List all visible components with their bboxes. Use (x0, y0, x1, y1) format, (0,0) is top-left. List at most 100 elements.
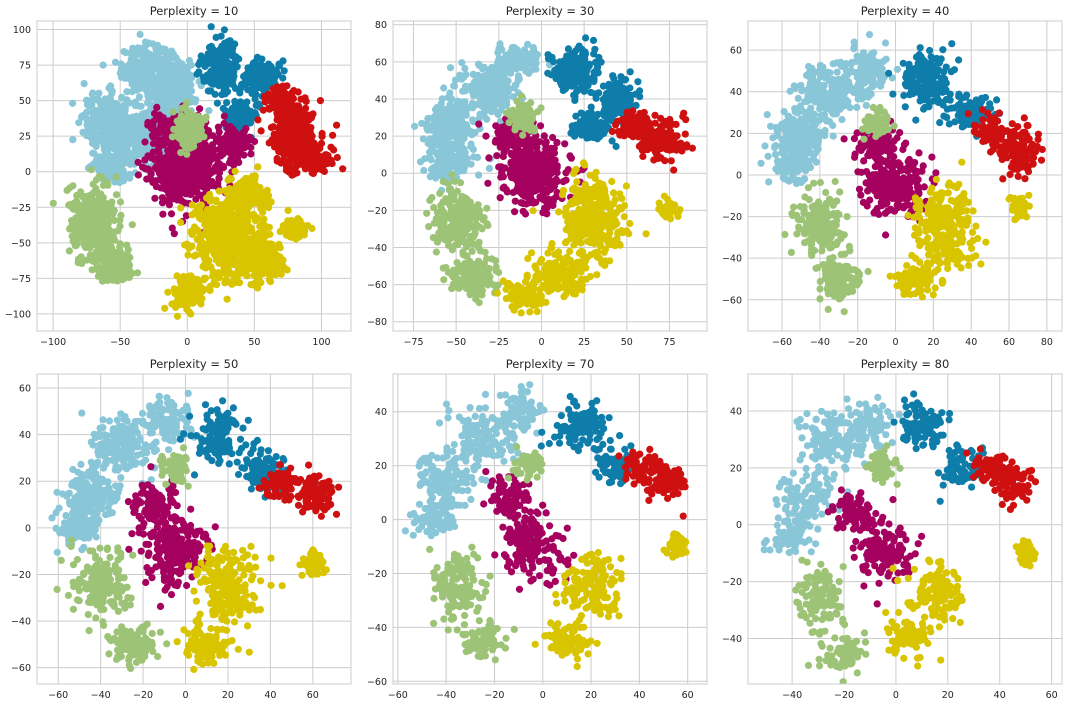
scatter-point (287, 217, 296, 225)
scatter-point (214, 235, 222, 243)
scatter-point (207, 263, 215, 271)
scatter-point (181, 84, 189, 92)
scatter-point (309, 169, 317, 178)
scatter-point (225, 41, 233, 50)
scatter-point (266, 230, 274, 238)
scatter-point (165, 185, 173, 193)
scatter-point (228, 270, 236, 278)
scatter-point (142, 49, 150, 57)
scatter-point (138, 58, 146, 66)
scatter-point (188, 74, 196, 82)
scatter-point (211, 90, 219, 98)
scatter-point (254, 229, 263, 237)
scatter-point (94, 121, 102, 130)
scatter-point (109, 162, 117, 170)
scatter-point (227, 135, 235, 143)
scatter-point (283, 95, 291, 103)
scatter-point (260, 77, 268, 85)
scatter-point (254, 261, 263, 269)
scatter-point (224, 70, 232, 78)
scatter-point (245, 133, 253, 141)
scatter-point (205, 107, 213, 115)
scatter-point (257, 127, 265, 135)
scatter-point (316, 144, 324, 152)
scatter-point (110, 216, 118, 225)
scatter-point (93, 156, 101, 164)
scatter-point (161, 179, 169, 187)
scatter-point (254, 191, 262, 199)
scatter-point (209, 272, 217, 280)
scatter-point (130, 73, 138, 81)
scatter-point (120, 160, 128, 168)
scatter-point (128, 221, 136, 229)
scatter-point (250, 73, 258, 82)
scatter-point (270, 66, 278, 74)
scatter-point (160, 84, 168, 93)
scatter-point (110, 228, 118, 236)
scatter-point (107, 242, 115, 250)
scatter-point (72, 201, 80, 209)
scatter-point (329, 131, 337, 139)
scatter-point (219, 214, 227, 222)
scatter-point (194, 131, 202, 140)
scatter-point (165, 162, 173, 170)
scatter-point (247, 150, 255, 158)
scatter-point (230, 68, 238, 76)
scatter-point (154, 79, 163, 87)
scatter-point (247, 143, 255, 152)
scatter-points (411, 34, 697, 317)
scatter-point (288, 104, 296, 112)
scatter-point (280, 134, 288, 143)
scatter-point (214, 269, 222, 277)
scatter-point (246, 119, 254, 127)
scatter-point (120, 48, 128, 56)
scatter-point (121, 146, 129, 154)
scatter-point (203, 224, 211, 232)
scatter-point (92, 136, 100, 144)
scatter-point (231, 129, 240, 137)
scatter-point (93, 223, 101, 231)
scatter-point (96, 211, 104, 219)
scatter-point (225, 254, 233, 262)
scatter-point (188, 201, 196, 209)
scatter-point (253, 53, 261, 61)
scatter-point (189, 185, 197, 193)
scatter-point (223, 295, 231, 303)
scatter-point (197, 300, 205, 308)
scatter-point (191, 155, 199, 163)
scatter-point (178, 104, 186, 113)
scatter-point (247, 235, 255, 243)
scatter-point (237, 110, 245, 118)
x-tick-label: −50 (110, 337, 130, 348)
scatter-point (230, 217, 238, 225)
scatter-point (231, 40, 239, 48)
scatter-point (78, 112, 86, 120)
scatter-point (83, 235, 91, 243)
scatter-point (133, 269, 142, 277)
scatter-point (177, 149, 185, 157)
scatter-point (204, 173, 212, 181)
scatter-point (164, 288, 172, 296)
scatter-point (237, 120, 245, 128)
scatter-point (301, 94, 309, 102)
scatter-point (131, 142, 139, 151)
scatter-point (135, 66, 143, 74)
scatter-point (147, 170, 155, 178)
scatter-point (217, 201, 225, 209)
scatter-point (185, 128, 193, 136)
scatter-point (214, 207, 222, 215)
scatter-point (98, 161, 106, 169)
scatter-point (203, 194, 211, 202)
scatter-point (213, 99, 221, 107)
x-tick-label: 100 (312, 337, 330, 348)
scatter-point (168, 300, 176, 308)
scatter-point (200, 156, 208, 164)
scatter-point (89, 149, 97, 157)
scatter-point (220, 136, 228, 144)
scatter-point (339, 165, 347, 173)
scatter-point (101, 230, 109, 238)
scatter-point (223, 235, 232, 243)
x-tick-label: −100 (40, 337, 66, 348)
scatter-point (269, 123, 277, 131)
scatter-point (191, 283, 199, 291)
